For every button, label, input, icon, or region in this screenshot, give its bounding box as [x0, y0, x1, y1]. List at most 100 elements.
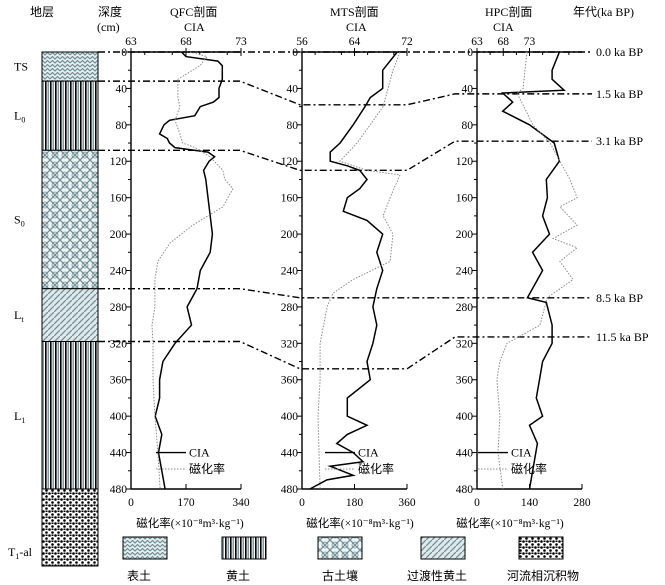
- qfc-title: QFC剖面: [170, 5, 217, 19]
- depth-tick-label: 480: [110, 484, 128, 496]
- strata-label-base: L: [14, 308, 21, 322]
- hpc-panel: 0 40 80 120 160 200 240 280 320 360 400 440 480 63 68 7…: [456, 36, 591, 530]
- legend-cia-label: CIA: [511, 446, 532, 460]
- strata-label-sub: t: [21, 315, 24, 324]
- age-label: 0.0 ka BP: [596, 45, 643, 59]
- mag-tick-label: 170: [177, 497, 195, 509]
- depth-tick-label: 440: [110, 448, 128, 460]
- mts-cia-curve: [309, 51, 398, 490]
- legend-swatch: [122, 536, 168, 560]
- legend-swatch: [518, 536, 564, 560]
- strata-label-base: L: [14, 109, 21, 123]
- header-depth-unit: (cm): [97, 20, 120, 34]
- cia-tick-label: 64: [349, 36, 361, 48]
- strata-label: Lt: [14, 308, 24, 324]
- depth-tick-label: 320: [281, 338, 299, 350]
- depth-tick-label: 160: [281, 193, 299, 205]
- mag-tick-label: 0: [474, 497, 480, 509]
- depth-tick-label: 240: [281, 265, 299, 277]
- hpc-mag-axis-title: 磁化率(×10⁻⁸m³·kg⁻¹): [456, 516, 564, 530]
- legend-swatch: [420, 536, 466, 560]
- strata-label: L1: [14, 409, 25, 425]
- qfc-mag-axis-title: 磁化率(×10⁻⁸m³·kg⁻¹): [136, 516, 244, 530]
- depth-tick-label: 480: [456, 484, 474, 496]
- legend-mag-label: 磁化率: [511, 461, 547, 476]
- stratum-loess: [41, 341, 99, 490]
- depth-tick-label: 360: [281, 375, 299, 387]
- depth-tick-label: 240: [110, 265, 128, 277]
- depth-tick-label: 440: [456, 448, 474, 460]
- mag-tick-label: 360: [398, 497, 416, 509]
- legend-item-label: 过渡性黄土: [407, 568, 467, 583]
- legend-cia-label: CIA: [189, 446, 210, 460]
- stratum-fluvial: [41, 488, 99, 567]
- legend-item-label: 表土: [127, 569, 151, 583]
- boundary-line: [98, 140, 592, 172]
- strata-label-base: L: [14, 409, 21, 423]
- depth-tick-label: 80: [287, 120, 299, 132]
- legend-item-label: 河流相沉积物: [507, 569, 579, 583]
- mag-tick-label: 280: [573, 497, 591, 509]
- depth-tick-label: 120: [456, 156, 474, 168]
- strata-label-base: TS: [14, 60, 28, 74]
- cia-tick-label: 63: [471, 36, 483, 48]
- strata-label: T1-al: [8, 545, 33, 561]
- depth-tick-label: 280: [281, 302, 299, 314]
- age-label: 11.5 ka BP: [596, 330, 649, 344]
- strata-label-sub: 1: [21, 416, 25, 425]
- depth-tick-label: 80: [116, 120, 128, 132]
- depth-tick-label: 0: [467, 47, 473, 59]
- hpc-mag-curve: [496, 51, 579, 490]
- depth-tick-label: 280: [110, 302, 128, 314]
- depth-tick-label: 400: [456, 411, 474, 423]
- stratum-transitional-loess: [41, 288, 99, 343]
- mag-tick-label: 340: [232, 497, 250, 509]
- depth-tick-label: 240: [456, 265, 474, 277]
- cia-tick-label: 63: [125, 36, 137, 48]
- depth-tick-label: 440: [281, 448, 299, 460]
- mag-tick-label: 0: [299, 497, 305, 509]
- depth-tick-label: 320: [110, 338, 128, 350]
- cia-tick-label: 68: [498, 36, 510, 48]
- depth-tick-label: 200: [281, 229, 299, 241]
- depth-tick-label: 400: [110, 411, 128, 423]
- depth-tick-label: 120: [110, 156, 128, 168]
- boundary-line: [98, 288, 592, 299]
- depth-tick-label: 480: [281, 484, 299, 496]
- mts-mag-axis-title: 磁化率(×10⁻⁸m³·kg⁻¹): [306, 516, 414, 530]
- stratum-topsoil: [41, 51, 99, 82]
- strata-label-base: T: [8, 545, 16, 559]
- hpc-cia-label: CIA: [493, 20, 514, 34]
- depth-tick-label: 400: [281, 411, 299, 423]
- legend-mag-label: 磁化率: [189, 461, 225, 476]
- legend-item-label: 黄土: [226, 569, 250, 583]
- qfc-mag-curve: [151, 51, 234, 490]
- qfc-cia-label: CIA: [184, 20, 205, 34]
- mag-tick-label: 180: [346, 497, 364, 509]
- boundary-line: [98, 336, 592, 370]
- cia-tick-label: 73: [524, 36, 536, 48]
- mts-title: MTS剖面: [330, 5, 379, 19]
- legend-mag-label: 磁化率: [358, 461, 394, 476]
- age-label: 1.5 ka BP: [596, 87, 643, 101]
- qfc-panel: 0 40 80 120 160 200 240 280 320 360 400 440 480 63 68 7…: [110, 36, 250, 530]
- depth-tick-label: 0: [292, 47, 298, 59]
- hpc-cia-curve: [500, 51, 566, 490]
- depth-tick-label: 0: [121, 47, 127, 59]
- stratum-paleosol: [41, 149, 99, 290]
- strata-label-sub: 1: [15, 552, 19, 561]
- depth-tick-label: 360: [110, 375, 128, 387]
- age-labels: 0.0 ka BP 1.5 ka BP 3.1 ka BP 8.5 ka BP 11.5…: [596, 45, 649, 344]
- stratum-loess: [41, 80, 99, 151]
- strata-label-sub: 0: [21, 220, 25, 229]
- cia-tick-label: 73: [235, 36, 247, 48]
- strata-label: L0: [14, 109, 25, 125]
- depth-tick-label: 120: [281, 156, 299, 168]
- cia-tick-label: 68: [180, 36, 192, 48]
- mts-cia-label: CIA: [346, 20, 367, 34]
- header-depth: 深度: [98, 4, 122, 19]
- legend-swatch: [317, 536, 363, 560]
